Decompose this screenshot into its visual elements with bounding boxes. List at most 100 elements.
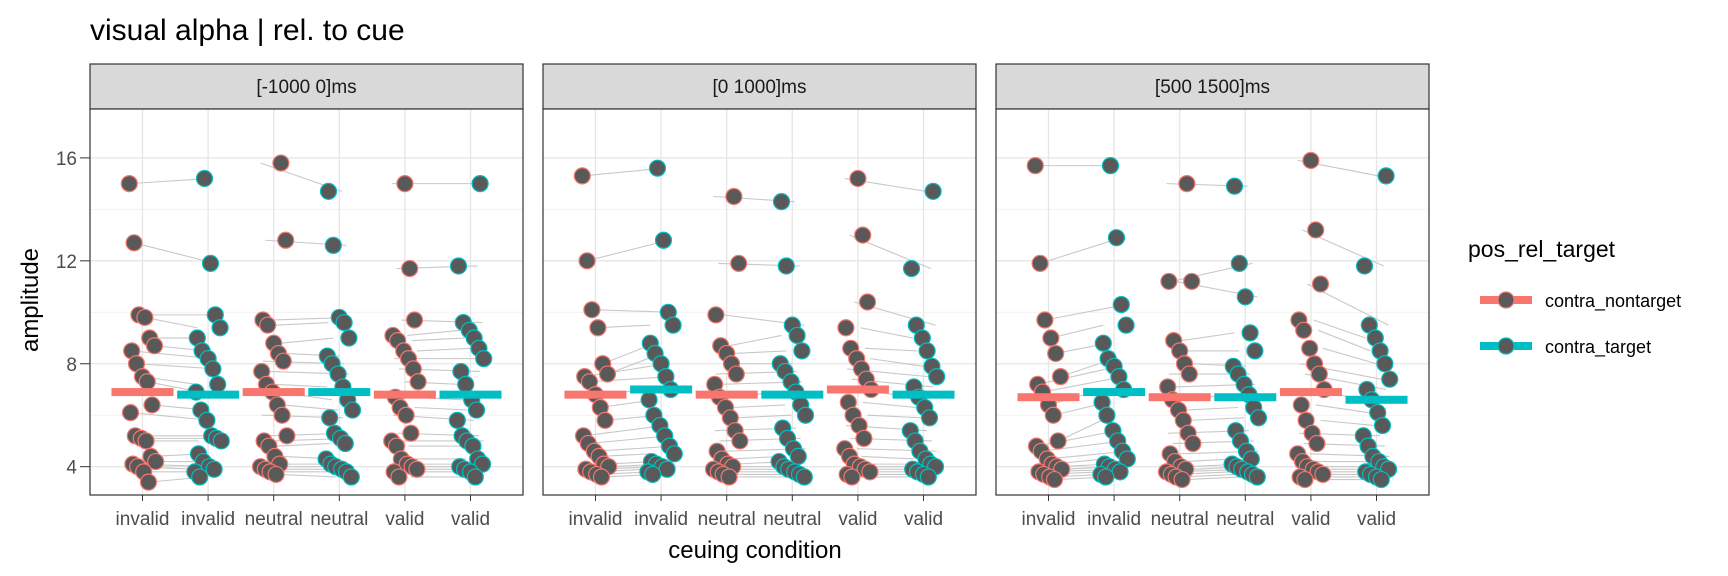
data-point — [596, 411, 614, 429]
data-point — [795, 468, 813, 486]
data-point — [1307, 221, 1325, 239]
data-point — [924, 182, 942, 200]
pair-connector-line — [280, 337, 334, 344]
pair-connector-line — [1050, 324, 1104, 339]
data-point — [919, 468, 937, 486]
x-tick-label: valid — [904, 509, 943, 530]
data-point — [1381, 370, 1399, 388]
data-point — [1241, 324, 1259, 342]
pair-connector-line — [586, 239, 669, 262]
data-point — [654, 231, 673, 249]
data-point — [390, 468, 408, 486]
mean-bar — [826, 385, 889, 394]
pair-connector-line — [588, 435, 670, 445]
data-point — [1044, 406, 1062, 424]
mean-bar — [1345, 395, 1408, 404]
data-point — [592, 468, 611, 486]
pair-connector-line — [1189, 417, 1245, 421]
data-point — [1160, 272, 1178, 291]
data-point — [212, 432, 230, 450]
data-point — [920, 409, 939, 427]
data-point — [1183, 272, 1201, 291]
pair-connector-line — [1037, 365, 1120, 385]
data-point — [401, 259, 419, 278]
pair-connector-line — [860, 327, 913, 339]
data-point — [1292, 396, 1310, 414]
x-tick-label: neutral — [310, 509, 368, 530]
x-tick-label: invalid — [181, 509, 235, 530]
data-point — [665, 445, 683, 463]
data-point — [321, 409, 339, 427]
data-point — [1180, 365, 1198, 383]
panel-border — [89, 108, 524, 496]
pair-connector-line — [736, 414, 792, 419]
x-tick-label: neutral — [245, 509, 303, 530]
data-point — [1302, 151, 1320, 170]
y-tick-label: 16 — [56, 149, 77, 170]
x-axis-title: ceuing condition — [668, 537, 841, 564]
y-tick-label: 12 — [56, 252, 77, 273]
pair-connector-line — [861, 455, 914, 460]
mean-bar — [761, 390, 824, 399]
pair-connector-line — [1042, 376, 1124, 393]
data-point — [1377, 167, 1395, 185]
data-point — [466, 468, 484, 486]
pair-connector-line — [733, 350, 787, 355]
data-point — [1118, 450, 1136, 468]
data-point — [1112, 295, 1130, 314]
data-point — [195, 169, 214, 188]
x-tick-label: invalid — [1022, 509, 1076, 530]
pair-connector-line — [273, 383, 328, 388]
data-point — [1173, 470, 1191, 489]
x-tick-label: neutral — [1151, 509, 1209, 530]
legend-title: pos_rel_target — [1468, 236, 1616, 262]
mean-bar — [1017, 393, 1080, 402]
data-point — [1295, 321, 1313, 339]
data-point — [854, 226, 872, 244]
mean-bar — [308, 388, 371, 397]
data-point — [1301, 339, 1319, 357]
x-tick-label: neutral — [763, 509, 821, 530]
data-point — [336, 434, 354, 453]
data-point — [573, 167, 591, 185]
data-point — [409, 373, 427, 391]
data-point — [121, 404, 140, 422]
data-point — [1225, 177, 1244, 195]
mean-bar — [1083, 388, 1146, 397]
mean-bar — [242, 388, 305, 397]
pair-connector-line — [591, 309, 674, 313]
mean-bar — [373, 390, 436, 399]
data-point — [471, 175, 489, 193]
data-point — [1042, 329, 1060, 347]
data-point — [274, 352, 292, 370]
data-point — [272, 154, 290, 172]
pair-connector-line — [1313, 319, 1366, 339]
data-point — [1248, 468, 1266, 486]
mean-bar — [892, 390, 955, 399]
data-point — [1098, 406, 1116, 424]
data-point — [1111, 463, 1129, 481]
pair-connector-line — [1322, 347, 1377, 365]
data-point — [201, 254, 220, 272]
mean-bar — [439, 390, 502, 399]
y-axis-title: amplitude — [17, 248, 44, 352]
data-point — [720, 468, 738, 486]
data-point — [267, 465, 285, 484]
pair-connector-line — [276, 322, 329, 326]
pair-connector-line — [416, 347, 471, 352]
data-point — [277, 231, 295, 249]
panel-background — [90, 109, 523, 495]
facet-strip — [542, 63, 977, 110]
mean-bar — [1279, 388, 1342, 397]
pair-connector-line — [1185, 476, 1242, 481]
data-point — [843, 468, 861, 486]
data-point — [1310, 365, 1328, 383]
pair-connector-line — [412, 337, 465, 342]
data-point — [1031, 254, 1049, 272]
data-point — [335, 313, 353, 332]
data-point — [137, 432, 155, 450]
facet-strip-label: [500 1500]ms — [1155, 77, 1270, 98]
data-point — [644, 465, 662, 484]
data-point — [340, 329, 358, 347]
data-point — [772, 193, 791, 211]
